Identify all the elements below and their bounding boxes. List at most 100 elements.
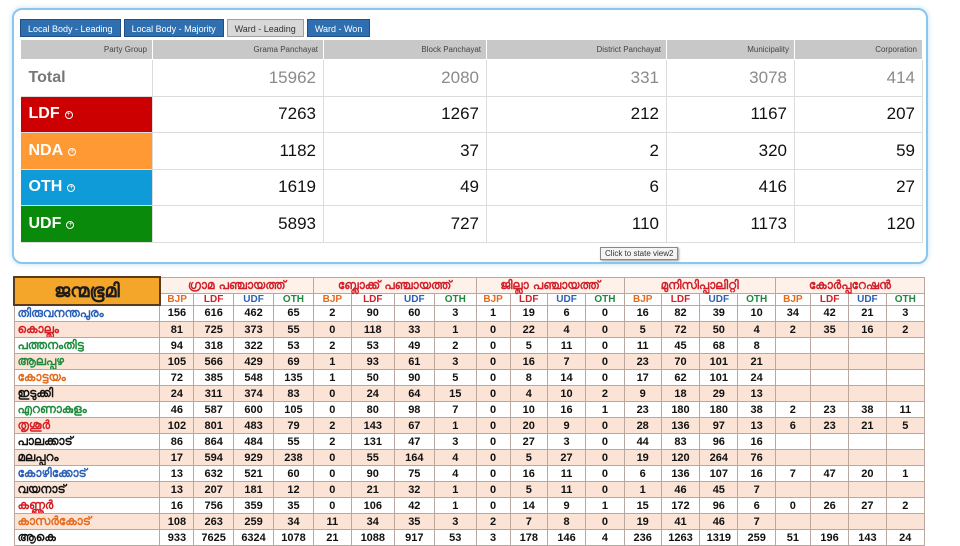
tab-ward-leading[interactable]: Ward - Leading (226, 19, 304, 37)
district-value: 41 (660, 513, 701, 530)
district-value: 548 (232, 369, 275, 386)
expand-icon[interactable]: + (67, 184, 76, 193)
district-value: 0 (312, 449, 353, 466)
district-value: 101 (699, 353, 739, 370)
district-value: 23 (809, 417, 850, 434)
district-value: 55 (273, 321, 314, 338)
district-value (774, 353, 811, 370)
summary-value: 320 (666, 132, 795, 170)
district-value: 39 (699, 304, 739, 322)
district-value: 4 (585, 529, 625, 546)
district-value: 21 (848, 304, 887, 322)
district-value (848, 513, 887, 530)
district-value: 2 (312, 433, 353, 450)
district-value: 2 (585, 385, 625, 402)
district-value: 60 (273, 465, 314, 482)
district-value: 0 (475, 481, 511, 498)
district-value (809, 481, 850, 498)
summary-value: 1619 (152, 169, 324, 206)
district-value: 917 (393, 529, 436, 546)
party-label-ldf[interactable]: LDF + (20, 96, 153, 133)
district-value: 15 (623, 497, 662, 514)
district-name: മലപ്പുറം (13, 449, 161, 466)
district-value: 7 (737, 513, 776, 530)
district-value (774, 433, 811, 450)
party-header-ldf: LDF (351, 292, 395, 306)
district-value: 2 (475, 513, 511, 530)
district-value: 102 (159, 417, 195, 434)
district-value: 81 (159, 321, 195, 338)
district-value: 146 (546, 529, 587, 546)
district-value: 172 (660, 497, 701, 514)
district-value: 1 (434, 481, 477, 498)
district-value: 82 (660, 304, 701, 322)
district-value: 90 (351, 304, 395, 322)
district-name: ഇടുക്കി (13, 385, 161, 402)
district-value: 318 (193, 337, 234, 354)
district-value: 0 (312, 497, 353, 514)
district-value: 180 (699, 401, 739, 418)
party-label-udf[interactable]: UDF + (20, 205, 153, 243)
district-value: 16 (509, 353, 548, 370)
district-value (848, 481, 887, 498)
district-value: 164 (393, 449, 436, 466)
district-value: 80 (351, 401, 395, 418)
header-district-panchayat: District Panchayat (486, 39, 667, 60)
party-name: OTH (28, 178, 63, 196)
summary-row-ldf: LDF +7263 1267 212 1167 207 (20, 96, 923, 133)
header-party-group: Party Group (20, 39, 153, 60)
tab-ward-won[interactable]: Ward - Won (306, 19, 371, 37)
district-value: 46 (660, 481, 701, 498)
district-value: 21 (351, 481, 395, 498)
district-value: 90 (351, 465, 395, 482)
district-name: തിരുവനന്തപുരം (13, 304, 161, 322)
district-value: 10 (546, 385, 587, 402)
district-value: 263 (193, 513, 234, 530)
tab-local-body-majority[interactable]: Local Body - Majority (123, 19, 224, 37)
district-value: 0 (585, 369, 625, 386)
district-value: 2 (774, 321, 811, 338)
district-value: 933 (159, 529, 195, 546)
district-value: 4 (546, 321, 587, 338)
summary-row-total: Total 15962 2080 331 3078 414 (20, 59, 923, 97)
summary-header-row: Party Group Grama Panchayat Block Pancha… (20, 39, 923, 60)
district-value: 50 (699, 321, 739, 338)
district-value: 0 (475, 321, 511, 338)
district-value: 2 (312, 304, 353, 322)
group-header: ജില്ലാ പഞ്ചായത്ത് (475, 276, 625, 294)
district-value: 1263 (660, 529, 701, 546)
district-value: 4 (509, 385, 548, 402)
expand-icon[interactable]: + (64, 111, 73, 120)
party-label-oth[interactable]: OTH + (20, 169, 153, 206)
district-value: 5 (509, 337, 548, 354)
district-value: 8 (546, 513, 587, 530)
district-value: 4 (434, 449, 477, 466)
district-value (809, 513, 850, 530)
district-name: എറണാകുളം (13, 401, 161, 418)
expand-icon[interactable]: + (66, 220, 75, 229)
party-header-bjp: BJP (312, 292, 353, 306)
district-value: 28 (623, 417, 662, 434)
janmabhumi-logo: ജന്മഭൂമി (13, 276, 161, 306)
district-name: കാസർകോട് (13, 513, 161, 530)
district-value (809, 337, 850, 354)
district-value: 17 (623, 369, 662, 386)
district-value: 0 (475, 433, 511, 450)
district-value (885, 481, 926, 498)
party-label-nda[interactable]: NDA + (20, 132, 153, 170)
district-row: ആലപ്പുഴ 105 566 429 69 1 93 61 3 0 16 7 0 23 70 101 21 (13, 353, 926, 370)
district-value: 10 (509, 401, 548, 418)
expand-icon[interactable]: + (68, 147, 77, 156)
district-value: 24 (351, 385, 395, 402)
district-value: 1 (885, 465, 926, 482)
district-row: എറണാകുളം 46 587 600 105 0 80 98 7 0 10 16 1 23 180 180 3… (13, 401, 926, 418)
district-name: വയനാട് (13, 481, 161, 498)
district-value: 83 (660, 433, 701, 450)
district-value: 0 (312, 385, 353, 402)
district-value: 14 (509, 497, 548, 514)
district-value: 83 (273, 385, 314, 402)
district-value (809, 449, 850, 466)
summary-row-nda: NDA +1182 37 2 320 59 (20, 132, 923, 170)
tab-local-body-leading[interactable]: Local Body - Leading (20, 19, 121, 37)
district-value: 1088 (351, 529, 395, 546)
